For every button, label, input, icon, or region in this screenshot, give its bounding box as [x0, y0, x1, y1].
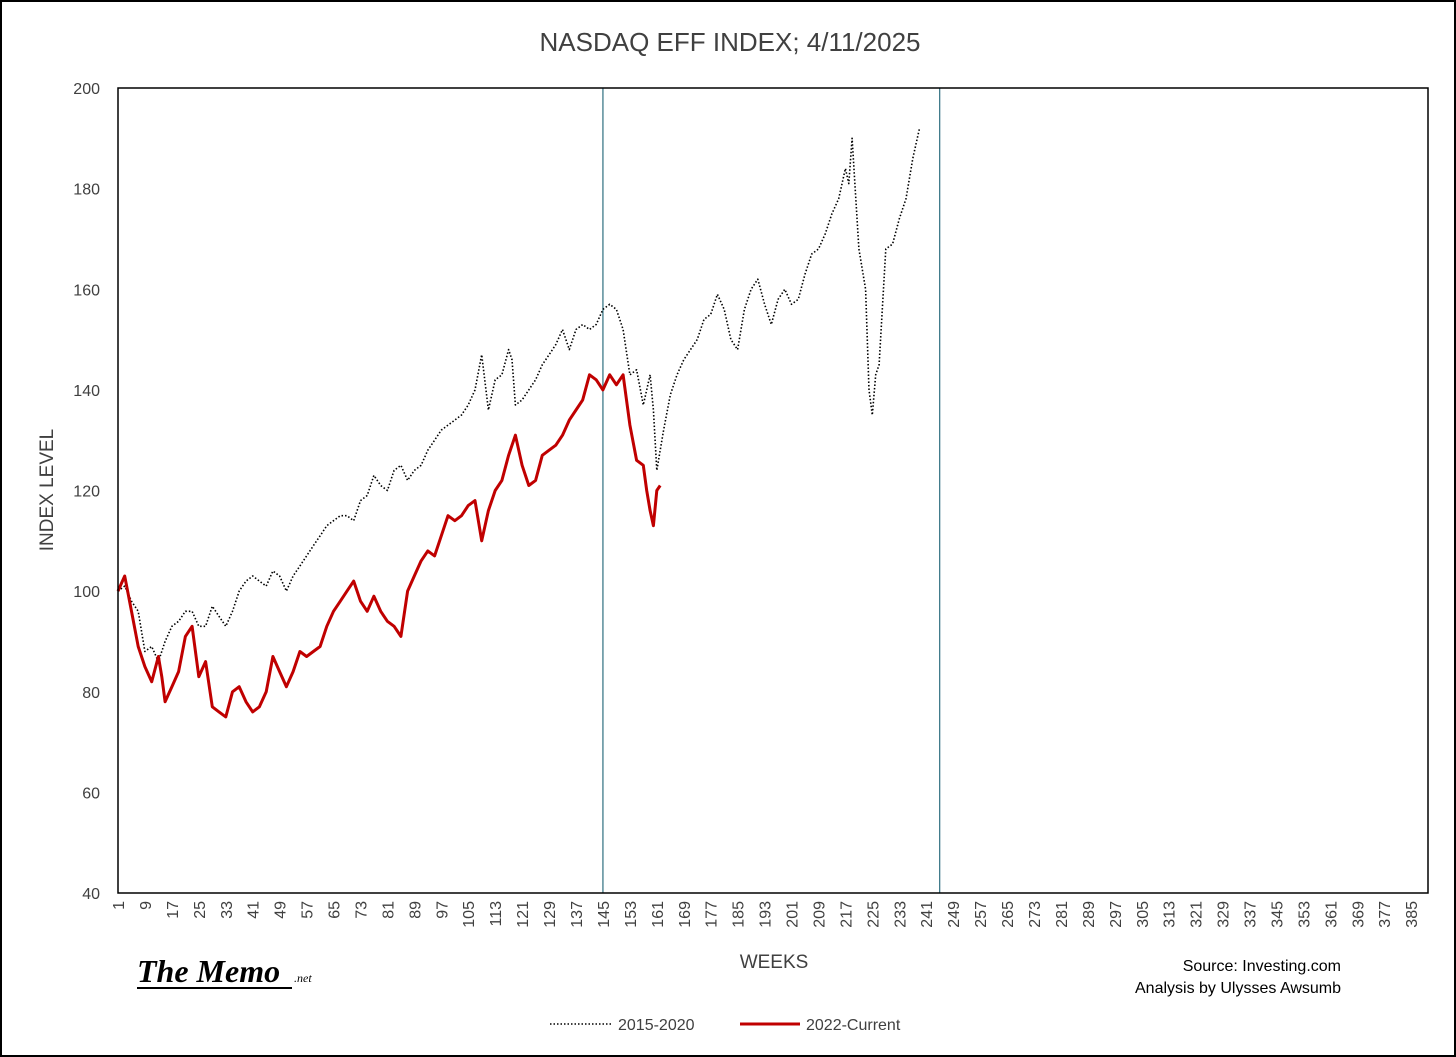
x-tick-label: 289 — [1081, 901, 1098, 928]
y-tick-label: 200 — [73, 81, 100, 98]
x-tick-label: 105 — [461, 901, 478, 928]
x-tick-label: 201 — [785, 901, 802, 928]
logo-text: The Memo — [137, 953, 280, 989]
y-tick-label: 80 — [82, 685, 100, 702]
y-tick-label: 180 — [73, 182, 100, 199]
x-tick-label: 361 — [1323, 901, 1340, 928]
x-tick-label: 145 — [596, 901, 613, 928]
x-tick-label: 241 — [919, 901, 936, 928]
y-tick-label: 60 — [82, 785, 100, 802]
x-tick-label: 33 — [219, 901, 236, 919]
x-tick-label: 113 — [488, 901, 505, 927]
x-tick-label: 209 — [811, 901, 828, 928]
x-tick-label: 17 — [165, 901, 182, 919]
x-tick-label: 97 — [434, 901, 451, 919]
x-tick-label: 369 — [1350, 901, 1367, 928]
x-tick-label: 41 — [246, 901, 263, 919]
x-tick-label: 89 — [407, 901, 424, 919]
y-tick-label: 100 — [73, 584, 100, 601]
x-tick-label: 313 — [1162, 901, 1179, 928]
x-tick-label: 49 — [273, 901, 290, 919]
x-tick-label: 161 — [650, 901, 667, 928]
x-tick-label: 353 — [1296, 901, 1313, 928]
series-line-2022-current — [116, 373, 662, 719]
x-tick-label: 233 — [892, 901, 909, 928]
y-axis-label: INDEX LEVEL — [37, 429, 58, 552]
x-tick-label: 265 — [1000, 901, 1017, 928]
x-tick-label: 121 — [515, 901, 532, 928]
x-tick-label: 273 — [1027, 901, 1044, 928]
x-tick-label: 249 — [946, 901, 963, 928]
x-tick-label: 57 — [300, 901, 317, 919]
legend-label: 2022-Current — [806, 1017, 901, 1034]
x-tick-label: 337 — [1243, 901, 1260, 928]
chart-title: NASDAQ EFF INDEX; 4/11/2025 — [540, 27, 921, 57]
analysis-text: Analysis by Ulysses Awsumb — [1135, 980, 1341, 997]
memo-logo: The Memo .net — [137, 953, 312, 989]
x-tick-label: 257 — [973, 901, 990, 928]
series-line-2015-2020 — [117, 128, 921, 663]
x-tick-label: 25 — [192, 901, 209, 919]
x-tick-label: 281 — [1054, 901, 1071, 928]
x-tick-label: 65 — [327, 901, 344, 919]
legend-label: 2015-2020 — [618, 1017, 695, 1034]
y-tick-label: 160 — [73, 282, 100, 299]
y-tick-label: 120 — [73, 484, 100, 501]
chart-legend: 2015-2020 2022-Current — [550, 1017, 901, 1034]
logo-suffix: .net — [294, 971, 312, 985]
x-tick-label: 305 — [1135, 901, 1152, 928]
source-text: Source: Investing.com — [1183, 958, 1341, 975]
y-tick-label: 140 — [73, 383, 100, 400]
x-tick-label: 185 — [731, 901, 748, 928]
x-tick-label: 137 — [569, 901, 586, 928]
x-tick-label: 153 — [623, 901, 640, 928]
x-tick-label: 385 — [1404, 901, 1421, 928]
x-tick-label: 217 — [838, 901, 855, 928]
x-tick-label: 193 — [758, 901, 775, 928]
x-tick-label: 345 — [1269, 901, 1286, 928]
y-tick-label: 40 — [82, 886, 100, 903]
x-tick-label: 73 — [353, 901, 370, 919]
x-tick-label: 321 — [1189, 901, 1206, 928]
plot-area-border — [117, 87, 1429, 894]
x-tick-label: 9 — [138, 901, 155, 910]
x-tick-label: 329 — [1216, 901, 1233, 928]
reference-lines — [602, 88, 941, 893]
y-axis-ticks: 40 60 80 100 120 140 160 180 200 — [73, 81, 100, 903]
x-tick-label: 129 — [542, 901, 559, 928]
x-tick-label: 377 — [1377, 901, 1394, 928]
x-axis-label: WEEKS — [740, 952, 809, 973]
x-tick-label: 81 — [380, 901, 397, 919]
x-axis-ticks: 1 9 17 25 33 41 49 57 65 73 81 89 97 105 113 121 129 137 1… — [111, 901, 1421, 928]
x-tick-label: 1 — [111, 901, 128, 910]
series-layer — [116, 128, 921, 719]
x-tick-label: 169 — [677, 901, 694, 928]
x-tick-label: 177 — [704, 901, 721, 928]
x-tick-label: 225 — [865, 901, 882, 928]
x-tick-label: 297 — [1108, 901, 1125, 928]
